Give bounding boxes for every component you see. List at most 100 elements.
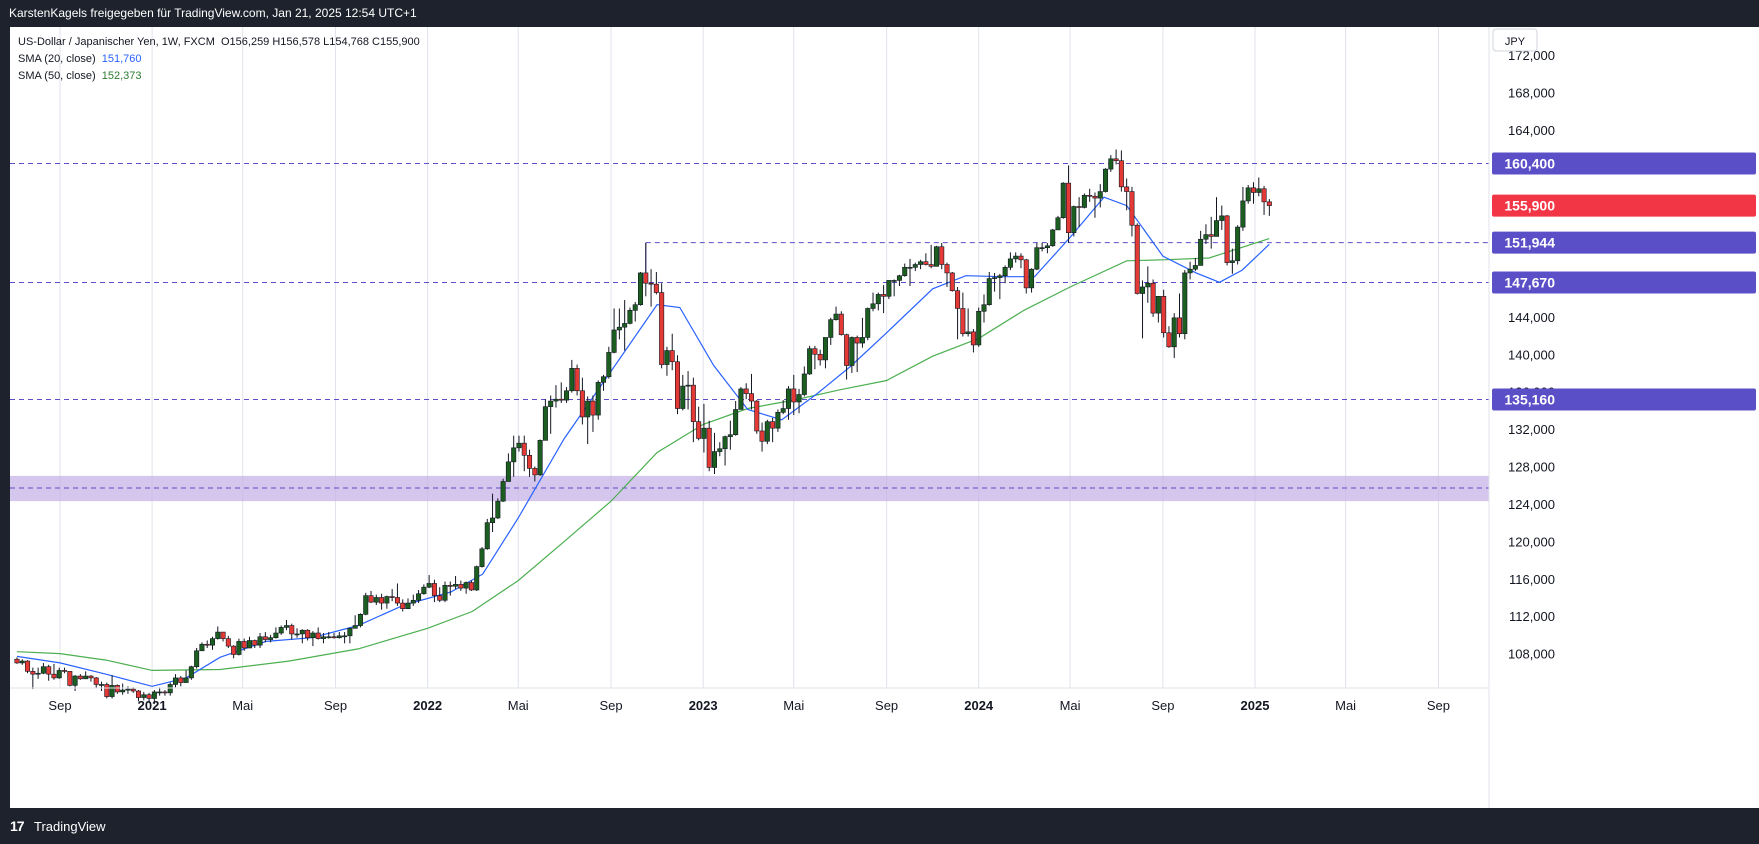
candle[interactable]: [1187, 268, 1193, 274]
candle[interactable]: [468, 582, 474, 591]
candle[interactable]: [215, 631, 221, 639]
candle[interactable]: [844, 334, 850, 366]
candle[interactable]: [791, 388, 797, 403]
legend-row-instrument[interactable]: US-Dollar / Japanischer Yen, 1W, FXCM O1…: [18, 34, 420, 51]
legend-row-sma50[interactable]: SMA (50, close) 152,373: [18, 68, 420, 85]
candle[interactable]: [532, 468, 538, 476]
candle[interactable]: [151, 691, 157, 699]
candle[interactable]: [40, 666, 46, 674]
candle[interactable]: [136, 690, 142, 698]
candle[interactable]: [548, 400, 554, 407]
candle[interactable]: [965, 331, 971, 335]
candle[interactable]: [796, 394, 802, 403]
candle[interactable]: [638, 272, 644, 306]
candle[interactable]: [1134, 224, 1140, 294]
candle[interactable]: [1224, 215, 1230, 263]
candle[interactable]: [828, 319, 834, 338]
candle[interactable]: [1182, 272, 1188, 335]
candle[interactable]: [1092, 195, 1098, 199]
candle[interactable]: [622, 323, 628, 328]
candle[interactable]: [521, 442, 527, 456]
level-price-tag[interactable]: [1492, 388, 1756, 411]
candle[interactable]: [944, 264, 950, 274]
candle[interactable]: [976, 310, 982, 346]
candle[interactable]: [352, 625, 358, 629]
candle[interactable]: [1235, 226, 1241, 262]
candle[interactable]: [236, 641, 242, 655]
candle[interactable]: [1034, 247, 1040, 270]
candle[interactable]: [711, 451, 717, 468]
candle[interactable]: [310, 632, 316, 638]
candle[interactable]: [178, 677, 184, 683]
candle[interactable]: [849, 337, 855, 366]
candle[interactable]: [453, 584, 459, 587]
candle[interactable]: [273, 632, 279, 638]
candle[interactable]: [315, 632, 321, 639]
candle[interactable]: [72, 675, 78, 686]
candle[interactable]: [120, 689, 126, 693]
candle[interactable]: [992, 277, 998, 279]
candle[interactable]: [400, 602, 406, 609]
candle[interactable]: [859, 337, 865, 344]
candle[interactable]: [997, 275, 1003, 278]
candle[interactable]: [172, 677, 178, 685]
candle[interactable]: [653, 283, 659, 293]
candle[interactable]: [363, 595, 369, 615]
candle[interactable]: [421, 586, 427, 595]
candle[interactable]: [511, 447, 517, 463]
candle[interactable]: [1129, 191, 1135, 226]
candle[interactable]: [696, 421, 702, 439]
candle[interactable]: [1219, 215, 1225, 221]
candle[interactable]: [627, 310, 633, 324]
candle[interactable]: [1140, 286, 1146, 294]
candle[interactable]: [928, 264, 934, 267]
candle[interactable]: [114, 685, 120, 693]
candle[interactable]: [199, 643, 205, 652]
candle[interactable]: [690, 384, 696, 422]
candle[interactable]: [484, 522, 490, 550]
candle[interactable]: [389, 596, 395, 598]
candle[interactable]: [479, 548, 485, 567]
candle[interactable]: [1198, 238, 1204, 266]
candle[interactable]: [1240, 200, 1246, 228]
candle[interactable]: [785, 388, 791, 409]
candle[interactable]: [458, 584, 464, 589]
candle[interactable]: [664, 350, 670, 365]
candle[interactable]: [77, 675, 83, 680]
candle[interactable]: [585, 400, 591, 418]
level-price-tag[interactable]: [1492, 152, 1756, 175]
candle[interactable]: [881, 294, 887, 297]
candle[interactable]: [933, 246, 939, 267]
candle[interactable]: [183, 677, 189, 683]
candle[interactable]: [939, 246, 945, 265]
candle[interactable]: [141, 694, 147, 698]
candle[interactable]: [294, 633, 300, 636]
candle[interactable]: [970, 331, 976, 346]
candle[interactable]: [283, 625, 289, 628]
candle[interactable]: [1192, 265, 1198, 270]
candle[interactable]: [1177, 317, 1183, 335]
candle[interactable]: [93, 677, 99, 685]
candle[interactable]: [955, 290, 961, 309]
candle[interactable]: [564, 390, 570, 401]
candle[interactable]: [495, 500, 501, 519]
candle[interactable]: [278, 627, 284, 634]
candle[interactable]: [1066, 182, 1072, 234]
candle[interactable]: [394, 597, 400, 604]
candle[interactable]: [1081, 194, 1087, 208]
candle[interactable]: [1039, 247, 1045, 249]
candle[interactable]: [188, 666, 194, 679]
candle[interactable]: [326, 636, 332, 639]
candle[interactable]: [305, 629, 311, 638]
candle[interactable]: [1229, 260, 1235, 263]
candle[interactable]: [1055, 217, 1061, 231]
candle[interactable]: [1261, 188, 1267, 203]
candle[interactable]: [770, 421, 776, 429]
candle[interactable]: [104, 684, 110, 697]
candle[interactable]: [616, 326, 622, 331]
candle[interactable]: [1018, 255, 1024, 261]
candle[interactable]: [410, 599, 416, 604]
candle[interactable]: [748, 393, 754, 402]
candle[interactable]: [1007, 258, 1013, 268]
candle[interactable]: [379, 597, 385, 604]
